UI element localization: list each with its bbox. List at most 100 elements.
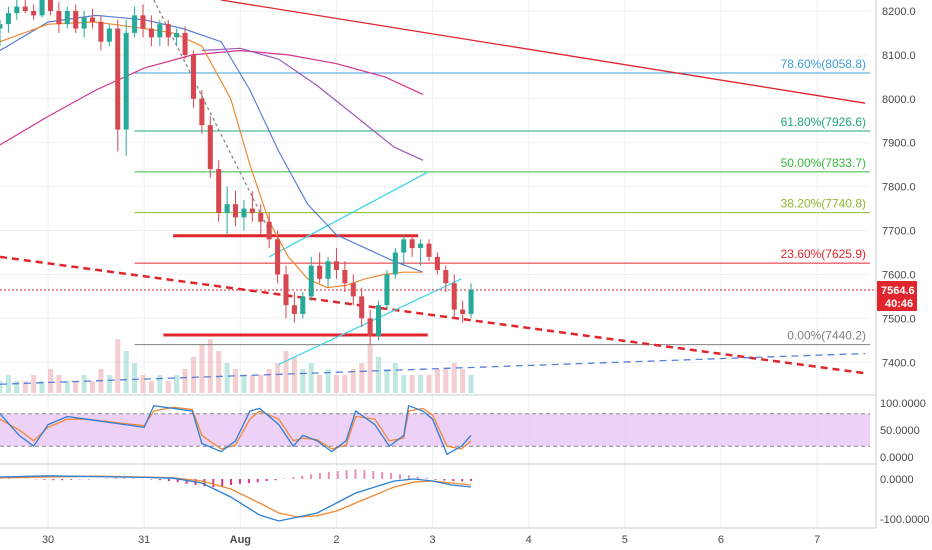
volume-bar bbox=[275, 363, 281, 393]
candle-countdown: 40:46 bbox=[885, 298, 913, 310]
trendlines[interactable] bbox=[0, 0, 876, 385]
candle-body bbox=[333, 261, 339, 271]
volume-bar bbox=[190, 357, 196, 393]
candle-body bbox=[199, 98, 205, 126]
trendline bbox=[0, 255, 866, 375]
candle-body bbox=[140, 15, 146, 29]
candle-body bbox=[266, 221, 272, 240]
volume-bar bbox=[258, 375, 264, 393]
volume-bar bbox=[199, 345, 205, 393]
price-tick-label: 7500.0 bbox=[882, 313, 916, 325]
candlesticks bbox=[0, 0, 474, 345]
time-tick-label: Aug bbox=[230, 534, 251, 546]
candle-body bbox=[81, 17, 87, 29]
candle-body bbox=[392, 252, 398, 275]
candle-body bbox=[132, 15, 138, 33]
volume-bar bbox=[392, 363, 398, 393]
candle-body bbox=[224, 204, 230, 213]
candle-body bbox=[98, 21, 104, 42]
time-tick-label: 5 bbox=[622, 534, 628, 546]
rsi-tick-label: 100.0000 bbox=[880, 398, 926, 410]
fib-level-label: 61.80%(7926.6) bbox=[781, 115, 866, 129]
volume-bar bbox=[317, 375, 323, 393]
candle-body bbox=[241, 208, 247, 218]
volume-bar bbox=[182, 369, 188, 393]
candle-body bbox=[443, 270, 449, 284]
volume-bar bbox=[367, 345, 373, 393]
volume-bar bbox=[426, 375, 432, 393]
price-tick-label: 7400.0 bbox=[882, 357, 916, 369]
volume-bar bbox=[132, 363, 138, 393]
volume-bar bbox=[375, 357, 382, 393]
volume-bar bbox=[73, 381, 79, 393]
volume-bar bbox=[207, 339, 213, 393]
volume-bar bbox=[140, 375, 146, 393]
moving-average-line bbox=[0, 49, 424, 146]
last-price-tag: 7564.6 40:46 bbox=[877, 280, 917, 311]
volume-bar bbox=[14, 381, 20, 393]
candle-body bbox=[325, 261, 331, 279]
candle-body bbox=[283, 274, 289, 306]
time-tick-label: 3 bbox=[430, 534, 436, 546]
candle-body bbox=[115, 28, 121, 130]
volume-bar bbox=[300, 369, 306, 393]
volume-bar bbox=[291, 357, 297, 393]
volume-bar bbox=[468, 375, 474, 393]
macd-line bbox=[0, 475, 472, 522]
time-tick-label: 7 bbox=[814, 534, 820, 546]
fibonacci-retracement[interactable]: 78.60%(8058.8) 61.80%(7926.6) 50.00%(7833.… bbox=[134, 57, 870, 346]
volume-bar bbox=[47, 369, 53, 393]
volume-bar bbox=[39, 381, 45, 393]
candle-body bbox=[31, 10, 37, 16]
candle-body bbox=[90, 17, 96, 22]
volume-bar bbox=[325, 369, 331, 393]
candle-body bbox=[106, 28, 112, 42]
time-tick-label: 31 bbox=[138, 534, 150, 546]
volume-bar bbox=[216, 351, 222, 393]
candle-body bbox=[182, 32, 188, 55]
trendline bbox=[221, 0, 866, 104]
candle-body bbox=[157, 24, 163, 38]
candle-body bbox=[342, 270, 348, 284]
fib-level-label: 78.60%(8058.8) bbox=[781, 57, 866, 71]
candle-body bbox=[434, 256, 440, 271]
volume-bar bbox=[409, 375, 415, 393]
candle-body bbox=[460, 309, 466, 314]
candle-body bbox=[300, 296, 306, 314]
candle-body bbox=[123, 32, 129, 130]
stoch-rsi-pane bbox=[0, 404, 870, 456]
price-tick-label: 8100.0 bbox=[882, 50, 916, 62]
volume-bar bbox=[241, 375, 247, 393]
moving-average-line bbox=[0, 14, 424, 273]
candle-body bbox=[216, 169, 222, 213]
candle-body bbox=[291, 305, 297, 314]
candle-body bbox=[308, 265, 314, 297]
time-tick-label: 30 bbox=[42, 534, 54, 546]
volume-bar bbox=[443, 369, 449, 393]
fib-level-label: 50.00%(7833.7) bbox=[781, 156, 866, 170]
fib-level-label: 38.20%(7740.8) bbox=[781, 197, 866, 211]
trendline bbox=[0, 352, 866, 385]
price-tick-label: 7700.0 bbox=[882, 226, 916, 238]
volume-bar bbox=[64, 381, 70, 393]
trendline bbox=[268, 171, 429, 258]
candle-body bbox=[375, 305, 382, 336]
trendline bbox=[153, 0, 270, 231]
candle-body bbox=[73, 10, 79, 29]
volume-bar bbox=[451, 363, 457, 393]
candle-body bbox=[39, 0, 45, 16]
candle-body bbox=[367, 318, 373, 336]
price-tick-label: 8000.0 bbox=[882, 94, 916, 106]
candle-body bbox=[317, 265, 323, 279]
volume-bar bbox=[249, 375, 255, 393]
candle-body bbox=[148, 28, 154, 38]
volume-bar bbox=[106, 375, 112, 393]
candle-body bbox=[275, 239, 281, 275]
volume-bar bbox=[359, 363, 365, 393]
volume-bar bbox=[115, 339, 121, 393]
macd-signal-line bbox=[0, 475, 472, 518]
candle-body bbox=[14, 6, 20, 14]
candle-body bbox=[165, 24, 171, 38]
macd-tick-label: -100.0000 bbox=[880, 514, 930, 526]
